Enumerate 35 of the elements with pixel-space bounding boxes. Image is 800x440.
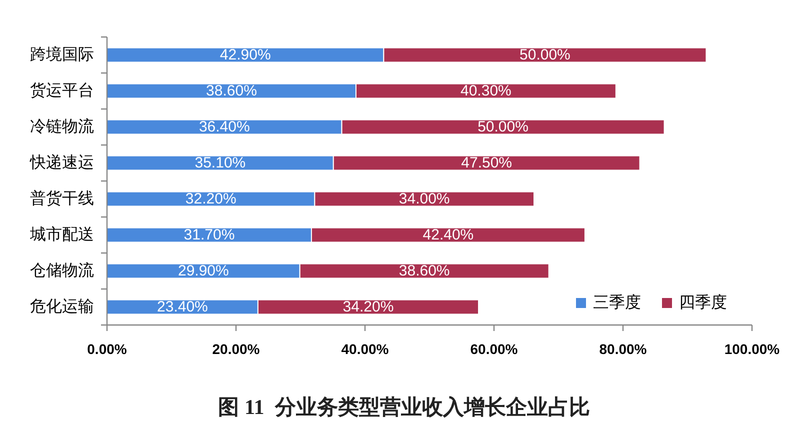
y-tick-label: 货运平台 xyxy=(30,82,94,100)
legend-label: 四季度 xyxy=(679,294,727,312)
data-label: 38.60% xyxy=(398,262,450,280)
y-tick-label: 冷链物流 xyxy=(30,118,94,136)
data-label: 50.00% xyxy=(520,46,570,64)
data-label: 32.20% xyxy=(185,190,236,208)
data-label: 31.70% xyxy=(184,226,235,244)
data-label: 36.40% xyxy=(198,118,250,136)
x-tick-label: 80.00% xyxy=(599,341,648,357)
x-tick-label: 40.00% xyxy=(341,341,390,357)
data-label: 40.30% xyxy=(460,82,512,100)
x-tick-label: 100.00% xyxy=(724,341,780,357)
data-label: 34.20% xyxy=(342,298,394,316)
y-tick-label: 仓储物流 xyxy=(30,262,94,280)
data-label: 34.00% xyxy=(398,190,450,208)
data-label: 29.90% xyxy=(178,262,229,280)
text: 图 11 分业务类型营业收入增长企业占比 xyxy=(218,395,590,419)
y-tick-label: 普货干线 xyxy=(30,190,94,208)
x-tick-label: 0.00% xyxy=(87,341,128,357)
legend-label: 三季度 xyxy=(593,294,641,312)
x-tick-label: 20.00% xyxy=(212,341,260,357)
x-tick-label: 60.00% xyxy=(470,341,518,357)
y-tick-label: 跨境国际 xyxy=(30,46,94,64)
data-label: 35.10% xyxy=(194,154,246,172)
y-tick-label: 快递速运 xyxy=(29,154,94,172)
y-tick-label: 城市配送 xyxy=(29,226,94,244)
data-label: 38.60% xyxy=(206,82,257,100)
data-label: 47.50% xyxy=(461,154,512,172)
三季度: 三季度 xyxy=(576,294,641,312)
data-label: 50.00% xyxy=(478,118,528,136)
data-label: 23.40% xyxy=(157,298,208,316)
四季度: 四季度 xyxy=(662,294,727,312)
data-label: 42.40% xyxy=(422,226,474,244)
data-label: 42.90% xyxy=(220,46,271,64)
y-tick-label: 危化运输 xyxy=(30,298,94,316)
